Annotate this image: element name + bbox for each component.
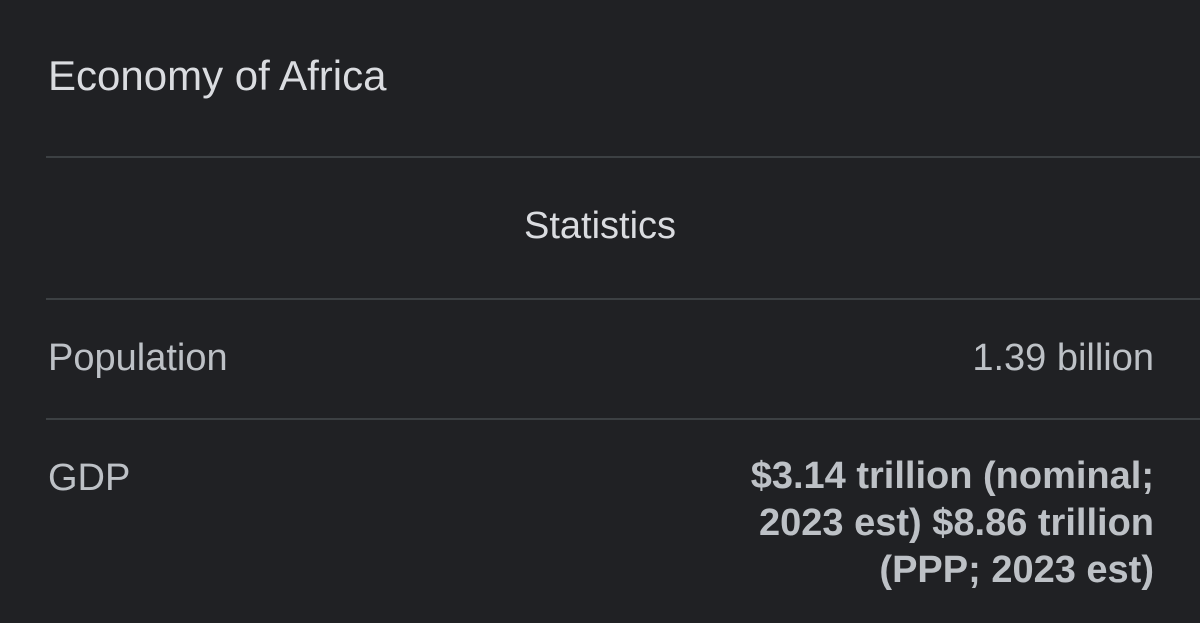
row-value: $3.14 trillion (nominal; 2023 est) $8.86… [750,455,1154,591]
title: Economy of Africa [48,52,387,99]
row-value: 1.39 billion [972,337,1154,379]
divider [46,298,1200,300]
divider [46,418,1200,420]
row-label: GDP [48,457,131,499]
row-label: Population [48,337,228,379]
section-heading: Statistics [523,205,677,247]
divider [46,156,1200,158]
